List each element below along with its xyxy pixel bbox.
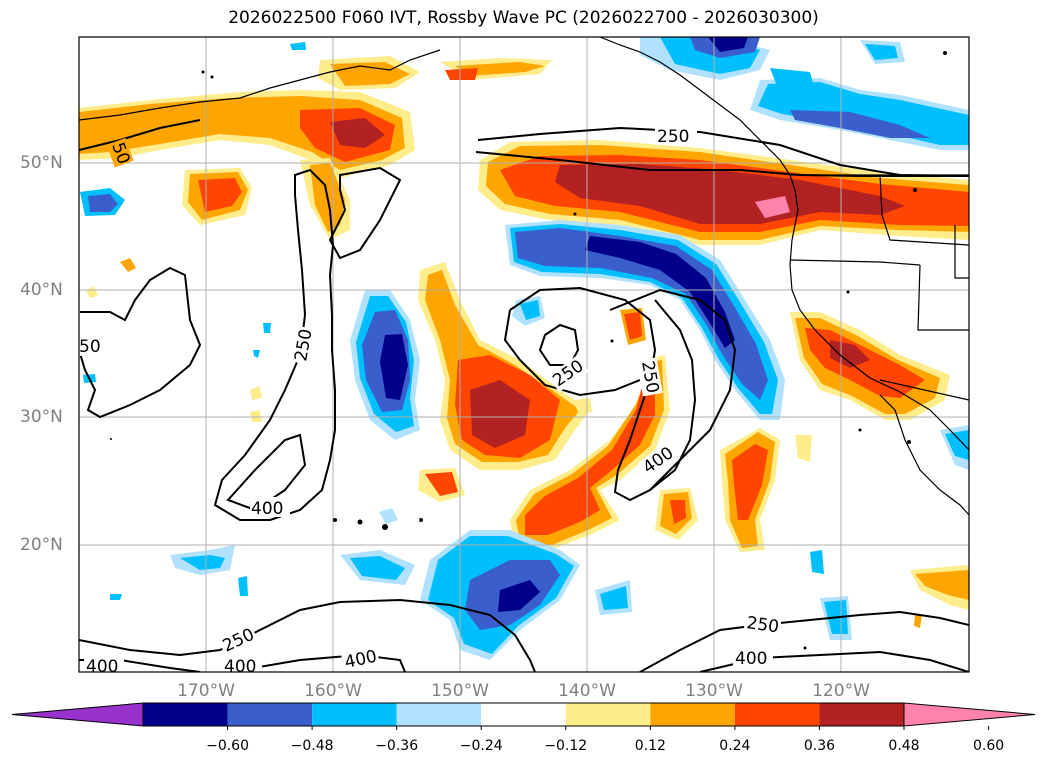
colorbar-segment [650,703,735,726]
positive-blob-170w [182,168,252,225]
contour-label: 400 [343,647,379,673]
colorbar-segment [227,703,313,726]
contour-label: 250 [291,327,316,362]
longitude-label-130w: 130°W [685,681,743,701]
map-frame [78,36,970,673]
colorbar [11,702,1036,730]
colorbar-tick-label: −0.48 [290,738,334,754]
contour-label: 50 [79,337,101,357]
positive-band-north-pacific [79,56,552,240]
longitude-label-150w: 150°W [431,681,489,701]
longitude-label-170w: 170°W [177,681,235,701]
colorbar-segment [143,703,228,726]
colorbar-segment [734,703,820,726]
colorbar-extend-min [11,702,144,727]
positive-southeast-arm [418,308,812,552]
negative-band-canada [290,37,969,150]
islands [110,51,947,650]
latitude-label-20n: 20°N [20,535,63,555]
colorbar-extend-max [903,702,1036,727]
colorbar-tick-label: 0.60 [972,738,1005,754]
negative-blob-west [350,290,420,440]
colorbar-segment [312,703,397,726]
latitude-label-30n: 30°N [20,407,63,427]
negative-main-arm [505,220,969,470]
colorbar-frame [142,702,905,727]
positive-socal-band [790,312,969,610]
longitude-label-120w: 120°W [812,681,870,701]
colorbar-segment [396,703,482,726]
contour-label: 400 [224,657,256,677]
contour-label: 400 [251,499,283,519]
contour-label: 250 [637,359,662,394]
gridlines [79,37,969,672]
colorbar-tick-label: 0.24 [719,738,751,754]
latitude-label-50n: 50°N [20,153,63,173]
colorbar-tick-label: 0.48 [888,738,920,754]
contour-label: 250 [745,613,780,637]
colorbar-segment [565,703,651,726]
longitude-label-160w: 160°W [304,681,362,701]
map-title: 2026022500 F060 IVT, Rossby Wave PC (202… [228,8,819,28]
positive-blob-central [418,262,590,470]
colorbar-tick-label: −0.60 [206,738,249,754]
longitude-label-140w: 140°W [558,681,616,701]
contour-label: 250 [657,127,689,147]
colorbar-tick-label: 0.12 [634,738,666,754]
contour-label: 400 [86,657,118,677]
positive-atmospheric-river [478,140,969,245]
positive-small-spots [86,258,922,628]
colorbar-tick-label: 0.36 [803,738,836,754]
colorbar-tick-label: −0.24 [459,738,503,754]
contour-label: 400 [735,649,767,669]
latitude-label-40n: 40°N [20,280,63,300]
colorbar-tick-label: −0.36 [375,738,419,754]
colorbar-tick-label: −0.12 [544,738,588,754]
colorbar-segment [481,703,566,726]
colorbar-segment [819,703,904,726]
